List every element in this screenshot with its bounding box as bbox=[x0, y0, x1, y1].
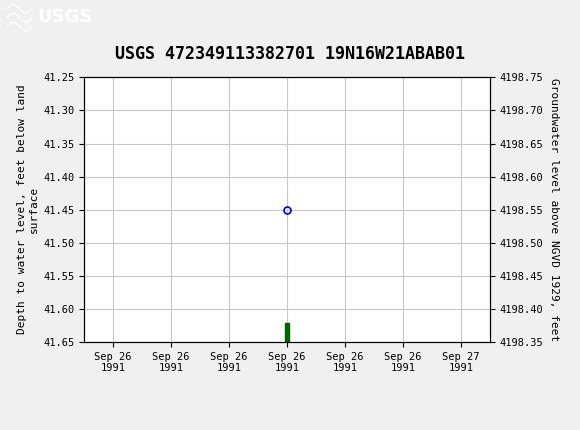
Text: USGS 472349113382701 19N16W21ABAB01: USGS 472349113382701 19N16W21ABAB01 bbox=[115, 45, 465, 63]
Y-axis label: Groundwater level above NGVD 1929, feet: Groundwater level above NGVD 1929, feet bbox=[549, 78, 559, 341]
Text: USGS: USGS bbox=[38, 8, 93, 26]
Bar bbox=[285, 323, 289, 344]
Legend: Period of approved data: Period of approved data bbox=[190, 428, 385, 430]
Y-axis label: Depth to water level, feet below land
surface: Depth to water level, feet below land su… bbox=[17, 85, 39, 335]
